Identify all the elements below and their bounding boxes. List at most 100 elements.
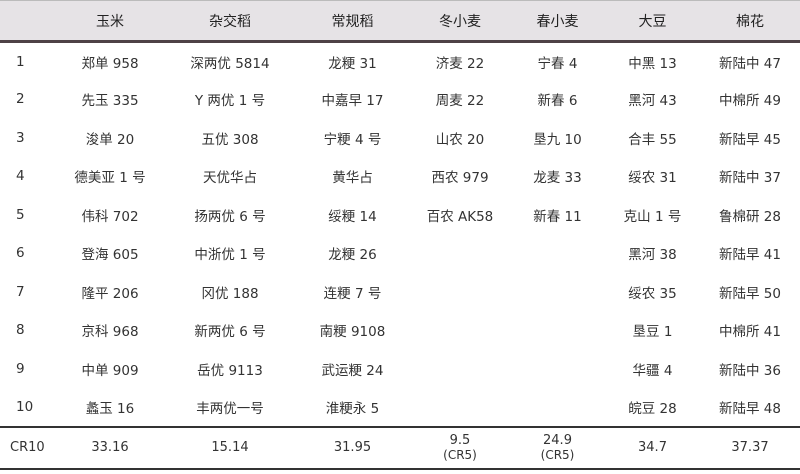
- table-row: 5 伟科 702 扬两优 6 号 绥粳 14 百农 AK58 新春 11 克山 1 号 鲁棉研…: [0, 196, 800, 235]
- cell-conventional-rice: 武运粳 24: [321, 362, 384, 379]
- cell-cotton: 中棉所 49: [719, 93, 781, 110]
- rank-cell: 3: [16, 129, 25, 146]
- cell-spring-wheat: [510, 234, 605, 273]
- cell-winter-wheat: [410, 350, 510, 389]
- cell-cotton: 新陆中 47: [719, 55, 781, 72]
- cell-cotton: 新陆早 45: [719, 131, 781, 148]
- cell-spring-wheat: [510, 311, 605, 350]
- cell-winter-wheat: [410, 273, 510, 312]
- cr-value: 33.16: [91, 440, 129, 455]
- concentration-ratio-row: CR10 33.16 15.14 31.95 9.5 (CR5) 24.9 (CR5) 34.7…: [0, 426, 800, 469]
- cell-hybrid-rice: Y 两优 1 号: [194, 93, 266, 110]
- table-row: 4 德美亚 1 号 天优华占 黄华占 西农 979 龙麦 33 绥农 31 新陆中 37: [0, 157, 800, 196]
- cr-value: 37.37: [731, 440, 769, 455]
- cell-soybean: 皖豆 28: [628, 400, 677, 417]
- cell-conventional-rice: 中嘉早 17: [321, 93, 384, 110]
- cell-hybrid-rice: 天优华占: [203, 170, 257, 187]
- cell-conventional-rice: 黄华占: [332, 170, 373, 187]
- cell-hybrid-rice: 深两优 5814: [190, 55, 270, 72]
- cell-spring-wheat: 龙麦 33: [533, 170, 582, 187]
- cell-cotton: 新陆早 48: [719, 400, 781, 417]
- cell-conventional-rice: 宁粳 4 号: [323, 131, 382, 148]
- column-header-winter-wheat: 冬小麦: [410, 0, 510, 43]
- cr-value-spring-wheat: 24.9 (CR5): [510, 427, 605, 469]
- cell-corn: 德美亚 1 号: [74, 170, 146, 187]
- rank-cell: 2: [16, 91, 25, 108]
- column-header-soybean: 大豆: [605, 0, 700, 43]
- table-row: 7 隆平 206 冈优 188 连粳 7 号 绥农 35 新陆早 50: [0, 273, 800, 312]
- cell-cotton: 新陆中 37: [719, 170, 781, 187]
- table-row: 3 浚单 20 五优 308 宁粳 4 号 山农 20 垦九 10 合丰 55 新陆早 45: [0, 119, 800, 158]
- cell-conventional-rice: 淮粳永 5: [325, 400, 380, 417]
- cr-value: 24.9: [543, 432, 572, 448]
- cell-spring-wheat: 新春 6: [537, 93, 578, 110]
- column-header-spring-wheat: 春小麦: [510, 0, 605, 43]
- cell-corn: 蠡玉 16: [85, 400, 135, 417]
- cr-value: 31.95: [333, 440, 372, 455]
- column-header-conventional-rice: 常规稻: [295, 0, 410, 43]
- table-row: 1 郑单 958 深两优 5814 龙粳 31 济麦 22 宁春 4 中黑 13 新陆中 47: [0, 42, 800, 81]
- column-header-rank: [0, 0, 55, 43]
- cell-hybrid-rice: 岳优 9113: [197, 362, 263, 379]
- cr-value-hybrid-rice: 15.14: [165, 427, 295, 469]
- cell-hybrid-rice: 新两优 6 号: [194, 324, 266, 341]
- cell-conventional-rice: 龙粳 31: [328, 55, 377, 72]
- cell-conventional-rice: 南粳 9108: [319, 324, 386, 341]
- cell-hybrid-rice: 扬两优 6 号: [194, 208, 266, 225]
- cell-corn: 郑单 958: [81, 55, 139, 72]
- cr-value-conventional-rice: 31.95: [295, 427, 410, 469]
- cell-winter-wheat: 百农 AK58: [426, 208, 494, 225]
- rank-cell: 8: [16, 322, 25, 339]
- header-row: 玉米 杂交稻 常规稻 冬小麦 春小麦 大豆 棉花: [0, 0, 800, 43]
- cell-cotton: 新陆中 36: [719, 362, 781, 379]
- cell-soybean: 中黑 13: [628, 55, 677, 72]
- cell-soybean: 华疆 4: [632, 362, 673, 379]
- cr-note: (CR5): [540, 447, 575, 462]
- cell-corn: 中单 909: [81, 362, 139, 379]
- rank-cell: 7: [16, 283, 25, 300]
- cell-hybrid-rice: 冈优 188: [201, 285, 259, 302]
- cr-value: 15.14: [211, 440, 249, 455]
- table-row: 10 蠡玉 16 丰两优一号 淮粳永 5 皖豆 28 新陆早 48: [0, 388, 800, 427]
- cell-corn: 浚单 20: [85, 131, 135, 148]
- cell-winter-wheat: 周麦 22: [435, 93, 485, 110]
- cell-conventional-rice: 连粳 7 号: [323, 285, 382, 302]
- cell-hybrid-rice: 丰两优一号: [196, 400, 264, 417]
- cell-soybean: 黑河 38: [628, 247, 677, 264]
- column-header-cotton: 棉花: [700, 0, 800, 43]
- cr-value: 9.5: [449, 432, 471, 448]
- cr-value-winter-wheat: 9.5 (CR5): [410, 427, 510, 469]
- cell-winter-wheat: 济麦 22: [435, 55, 485, 72]
- cell-winter-wheat: 西农 979: [431, 170, 489, 187]
- rank-cell: 6: [16, 245, 25, 262]
- cell-soybean: 合丰 55: [628, 131, 677, 148]
- cell-spring-wheat: [510, 350, 605, 389]
- cell-corn: 伟科 702: [81, 208, 139, 225]
- cell-winter-wheat: [410, 234, 510, 273]
- cell-soybean: 克山 1 号: [623, 208, 682, 225]
- table-row: 9 中单 909 岳优 9113 武运粳 24 华疆 4 新陆中 36: [0, 350, 800, 389]
- cell-corn: 登海 605: [81, 247, 139, 264]
- cell-spring-wheat: 新春 11: [533, 208, 582, 225]
- table-row: 2 先玉 335 Y 两优 1 号 中嘉早 17 周麦 22 新春 6 黑河 43 中棉所 4…: [0, 80, 800, 119]
- cell-cotton: 新陆早 41: [719, 247, 781, 264]
- cr-value: 34.7: [638, 440, 667, 455]
- cell-corn: 先玉 335: [81, 93, 139, 110]
- table-row: 6 登海 605 中浙优 1 号 龙粳 26 黑河 38 新陆早 41: [0, 234, 800, 273]
- cell-soybean: 绥农 31: [628, 170, 677, 187]
- cell-cotton: 中棉所 41: [719, 324, 781, 341]
- cell-spring-wheat: 宁春 4: [537, 55, 578, 72]
- rank-cell: 1: [16, 53, 25, 70]
- cell-soybean: 绥农 35: [628, 285, 677, 302]
- cell-corn: 京科 968: [81, 324, 139, 341]
- cell-conventional-rice: 龙粳 26: [328, 247, 377, 264]
- cell-winter-wheat: 山农 20: [435, 131, 485, 148]
- rank-cell: 9: [16, 360, 25, 377]
- cell-cotton: 鲁棉研 28: [719, 208, 781, 225]
- rank-cell: 5: [16, 206, 25, 223]
- cell-corn: 隆平 206: [81, 285, 139, 302]
- rank-cell: 10: [16, 398, 34, 415]
- cell-hybrid-rice: 五优 308: [201, 131, 259, 148]
- cr-label: CR10: [10, 440, 45, 455]
